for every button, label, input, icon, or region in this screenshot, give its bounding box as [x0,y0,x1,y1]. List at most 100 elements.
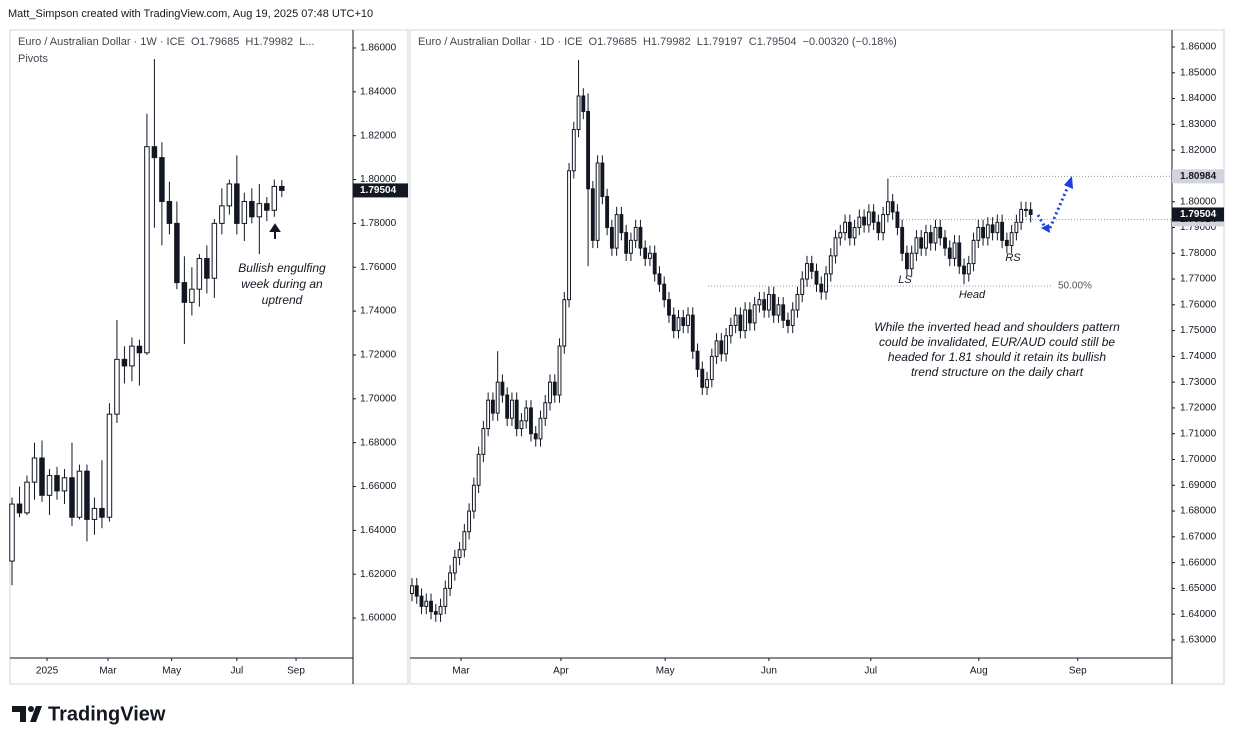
candle-body [933,226,938,244]
candle-body [890,201,895,213]
candle-body [279,185,285,191]
y-tick-label: 1.79000 [1180,222,1217,233]
candle-body [181,282,188,303]
candle-body [567,170,571,301]
candle-body [738,314,743,332]
candle-body [557,345,562,396]
candle-body [643,247,648,259]
candle-body [495,381,500,414]
candle-body [786,319,790,326]
candle-body [519,420,524,430]
annotation: week during an [241,277,323,291]
candle-body [529,407,533,435]
candle-body [924,232,928,249]
y-tick-label: 1.65000 [1180,583,1217,594]
candle-body [881,214,886,234]
y-tick-label: 1.62000 [360,569,397,580]
candle-body [809,263,814,272]
candle-body [771,294,776,316]
candle-body [919,237,924,249]
candle-body [144,146,150,354]
candle-body [424,600,429,607]
chart-title: Euro / Australian Dollar · 1W · ICE O1.7… [18,36,315,48]
candle-body [681,317,686,326]
annotation: headed for 1.81 should it retain its bul… [888,350,1106,364]
candle-body [838,232,843,239]
candle-body [510,399,514,419]
candle-body [962,265,966,275]
y-tick-label: 1.84000 [1180,93,1217,104]
y-tick-label: 1.80000 [360,174,397,185]
candle-body [909,252,914,270]
candle-body [419,595,424,607]
candle-body [204,257,210,279]
candle-body [1004,239,1009,247]
candle-body [1023,208,1028,211]
brand-name: TradingView [48,703,166,725]
annotation-arrow [269,223,281,239]
y-tick-label: 1.82000 [1180,145,1217,156]
candle-body [271,185,278,211]
candle-body [624,232,629,254]
candle-body [976,226,981,241]
candle-body [471,484,476,512]
candle-body [1000,221,1005,241]
candle-body [438,605,443,615]
candle-body [136,345,143,354]
x-tick-label: Jun [761,666,777,677]
candle-body [151,146,158,159]
candle-body [648,252,652,259]
candle-body [467,510,472,533]
candle-body [700,368,705,388]
annotation: trend structure on the daily chart [911,365,1084,379]
candle-body [443,587,448,607]
y-tick-label: 1.67000 [1180,531,1217,542]
candle-body [129,345,135,367]
candle-body [448,572,452,589]
candle-body [957,242,962,267]
candle-body [174,222,180,284]
candle-body [1019,208,1024,223]
y-tick-label: 1.76000 [360,262,397,273]
x-tick-label: Apr [553,666,569,677]
y-tick-label: 1.75000 [1180,325,1217,336]
candle-body [662,283,667,301]
candle-body [981,226,985,239]
pattern-label: Head [959,289,986,301]
x-tick-label: Jul [864,666,877,677]
candle-body [600,162,605,198]
candle-body [943,237,947,249]
annotation: uptrend [262,293,303,307]
candle-body [505,394,510,419]
candle-body [429,600,433,613]
candle-body [562,299,567,347]
y-tick-label: 1.69000 [1180,480,1217,491]
candle-body [39,457,45,496]
annotation: Bullish engulfing [238,261,326,275]
candle-body [24,481,30,514]
candle-body [543,402,548,419]
y-tick-label: 1.68000 [1180,506,1217,517]
candle-body [776,304,781,316]
candle-body [995,221,1000,234]
candle-body [671,314,676,332]
candle-body [524,407,529,422]
y-tick-label: 1.66000 [360,481,397,492]
candle-body [84,470,90,520]
candle-body [614,214,619,249]
candle-body [985,224,990,239]
candle-body [885,201,890,216]
candle-body [928,232,933,244]
candle-body [99,507,105,518]
candle-body [638,226,643,249]
candle-body [256,203,263,218]
right-pane-frame [409,29,1225,685]
header-text: Matt_Simpson created with TradingView.co… [8,8,373,20]
candle-body [966,263,971,275]
candle-body [490,399,495,414]
candle-body [795,294,800,311]
candle-body [757,299,762,306]
price-level-label: 1.80984 [1180,171,1217,182]
annotation: While the inverted head and shoulders pa… [874,320,1120,334]
